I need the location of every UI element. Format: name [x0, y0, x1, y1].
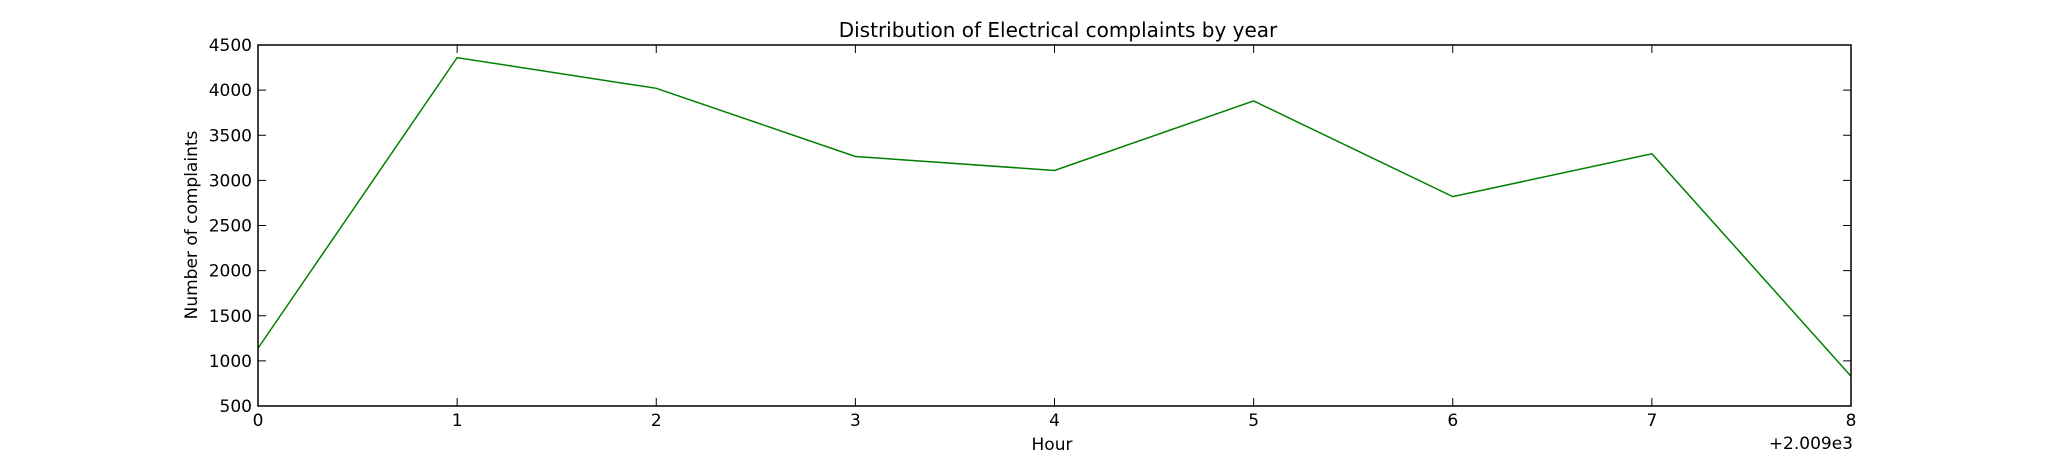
y-tick-label: 2500	[209, 217, 252, 237]
x-tick-label: 1	[452, 411, 463, 431]
x-axis-offset-label: +2.009e3	[1769, 434, 1853, 450]
x-tick-label: 8	[1846, 411, 1857, 431]
y-tick-label: 1500	[209, 307, 252, 327]
x-axis-label: Hour	[1032, 435, 1073, 450]
x-tick-label: 5	[1248, 411, 1259, 431]
x-tick-label: 6	[1447, 411, 1458, 431]
series-line	[257, 56, 1852, 377]
chart-title: Distribution of Electrical complaints by…	[839, 18, 1278, 42]
ticks-layer: 0 1 2 3 4 5 6 7 8 500 1000 1500 2000 2500 3000 3500 4000…	[209, 36, 1857, 431]
x-tick-label: 3	[850, 411, 861, 431]
x-tick-label: 0	[253, 411, 264, 431]
y-axis-label: Number of complaints	[182, 130, 202, 319]
y-tick-label: 1000	[209, 352, 252, 372]
plot-frame	[257, 44, 1852, 407]
y-tick-label: 4000	[209, 81, 252, 101]
y-tick-label: 3500	[209, 126, 252, 146]
y-tick-label: 2000	[209, 262, 252, 282]
y-tick-label: 4500	[209, 36, 252, 56]
y-tick-label: 500	[220, 397, 252, 417]
x-tick-label: 7	[1646, 411, 1657, 431]
x-tick-label: 4	[1049, 411, 1060, 431]
x-tick-label: 2	[651, 411, 662, 431]
y-tick-label: 3000	[209, 171, 252, 191]
series-layer	[257, 56, 1852, 377]
